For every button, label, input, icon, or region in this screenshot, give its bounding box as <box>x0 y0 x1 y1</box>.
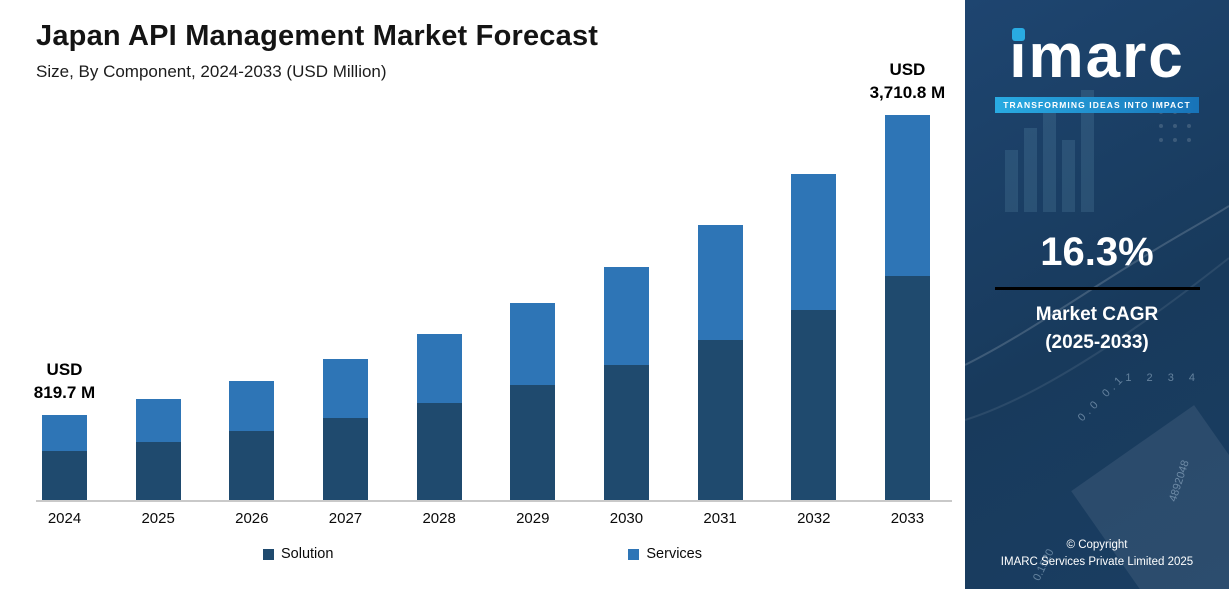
x-axis-label-2027: 2027 <box>328 510 363 527</box>
bar-segment-solution-2026 <box>229 431 275 500</box>
bar-segment-solution-2024 <box>42 450 87 500</box>
bar-annotation-2033: USD 3,710.8 M <box>869 60 946 103</box>
cagr-value: 16.3% <box>1040 230 1154 274</box>
bar-column-2031 <box>697 115 743 500</box>
imarc-logo: ımarc <box>1009 26 1184 88</box>
x-axis-label-2024: 2024 <box>47 510 82 527</box>
bar-segment-services-2027 <box>322 359 368 419</box>
bar-segment-services-2031 <box>697 224 743 341</box>
copyright-line1: © Copyright <box>1066 538 1128 551</box>
bar-segment-solution-2031 <box>697 340 743 500</box>
bars: USD 819.7 M USD 3,710.8 M <box>34 60 952 500</box>
cagr-divider <box>994 287 1200 290</box>
x-axis-label-2028: 2028 <box>422 510 456 527</box>
bar-segment-services-2029 <box>510 303 556 386</box>
x-axis-label-2032: 2032 <box>797 510 831 527</box>
bar-segment-solution-2025 <box>135 441 181 500</box>
logo-i-dot-icon <box>1012 28 1026 41</box>
bar-column-2030 <box>603 115 649 500</box>
bar-segment-services-2028 <box>416 333 462 403</box>
cagr-block: 16.3% Market CAGR (2025-2033) <box>965 230 1229 354</box>
chart-panel: Japan API Management Market Forecast Siz… <box>0 20 965 562</box>
x-axis-label-2026: 2026 <box>235 510 269 527</box>
bar-segment-solution-2029 <box>510 385 556 500</box>
logo-text-rest: marc <box>1028 22 1185 91</box>
bar-segment-services-2032 <box>791 174 837 311</box>
plot-area: USD 819.7 M USD 3,710.8 M <box>34 60 952 502</box>
chart-subtitle: Size, By Component, 2024-2033 (USD Milli… <box>36 62 387 81</box>
cagr-label: Market CAGR <box>1035 304 1159 325</box>
legend: Solution Services <box>0 546 965 562</box>
sidebar-decor-number: 1 2 3 4 <box>1125 372 1201 384</box>
bar-segment-solution-2032 <box>791 310 837 500</box>
copyright-line2: IMARC Services Private Limited 2025 <box>1000 555 1194 568</box>
legend-item-solution: Solution <box>262 546 334 562</box>
legend-item-services: Services <box>628 546 702 562</box>
bar-segment-services-2033 <box>884 115 930 276</box>
x-axis-label-2030: 2030 <box>609 510 644 527</box>
logo-tagline: TRANSFORMING IDEAS INTO IMPACT <box>995 97 1199 113</box>
bar-column-2033: USD 3,710.8 M <box>870 60 945 500</box>
sidebar: ımarc TRANSFORMING IDEAS INTO IMPACT 16.… <box>965 0 1229 589</box>
sidebar-decor-number: 0.0 0.1 <box>1076 371 1129 425</box>
sidebar-decor-number: 4892048 <box>1167 458 1192 504</box>
bar-segment-solution-2028 <box>416 403 462 500</box>
bar-segment-services-2030 <box>603 267 649 366</box>
logo-block: ımarc TRANSFORMING IDEAS INTO IMPACT <box>965 26 1229 113</box>
x-axis-label-2025: 2025 <box>141 510 175 527</box>
chart-title: Japan API Management Market Forecast <box>36 20 599 52</box>
legend-label: Services <box>646 546 702 562</box>
bar-segment-services-2025 <box>135 399 181 442</box>
logo-i-stem: ı <box>1009 22 1029 91</box>
bar-segment-services-2026 <box>229 380 275 432</box>
x-axis-label-2029: 2029 <box>516 510 550 527</box>
bar-column-2025 <box>135 115 181 500</box>
bar-annotation-2024: USD 819.7 M <box>33 360 96 403</box>
legend-swatch-solution <box>262 548 274 560</box>
bar-segment-services-2024 <box>42 414 87 451</box>
x-axis-labels: 2024 2025 2026 2027 2028 2029 2030 2031 2032 2033 <box>36 510 952 527</box>
x-axis-label-2033: 2033 <box>890 510 925 527</box>
bar-segment-solution-2027 <box>322 418 368 500</box>
copyright: © Copyright IMARC Services Private Limit… <box>965 537 1229 572</box>
bar-segment-solution-2030 <box>603 365 649 500</box>
bar-column-2029 <box>510 115 556 500</box>
cagr-period: (2025-2033) <box>1045 332 1149 353</box>
bar-column-2024: USD 819.7 M <box>34 115 95 500</box>
bar-column-2027 <box>322 115 368 500</box>
legend-label: Solution <box>280 546 334 562</box>
bar-column-2026 <box>229 115 275 500</box>
bar-column-2032 <box>791 115 837 500</box>
x-axis-label-2031: 2031 <box>703 510 737 527</box>
bar-column-2028 <box>416 115 462 500</box>
legend-swatch-services <box>628 548 640 560</box>
bar-segment-solution-2033 <box>884 275 930 500</box>
